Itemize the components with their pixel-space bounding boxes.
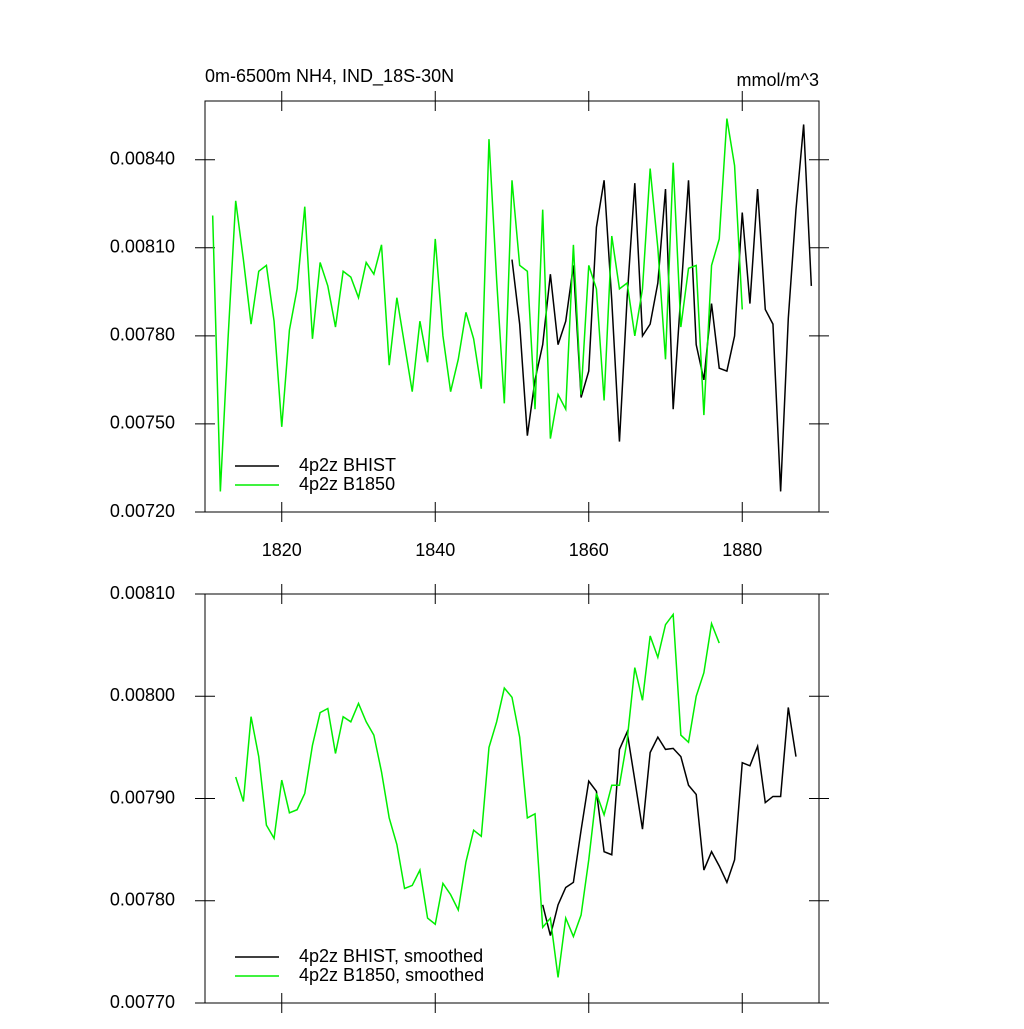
x-tick-label: 1860	[569, 540, 609, 560]
series-line	[211, 118, 743, 492]
y-tick-label: 0.00790	[110, 787, 175, 807]
series-line	[541, 707, 797, 936]
series-line	[511, 124, 813, 492]
y-tick-label: 0.00750	[110, 413, 175, 433]
y-tick-label: 0.00780	[110, 890, 175, 910]
x-tick-label: 1880	[722, 540, 762, 560]
series-line	[234, 612, 720, 978]
units-label: mmol/m^3	[737, 70, 819, 90]
x-tick-label: 1840	[415, 540, 455, 560]
y-tick-label: 0.00780	[110, 325, 175, 345]
legend-label: 4p2z BHIST, smoothed	[299, 946, 483, 966]
legend-label: 4p2z B1850	[299, 474, 395, 494]
legend-label: 4p2z B1850, smoothed	[299, 965, 484, 985]
plot-frame	[204, 100, 820, 513]
plot-frame	[204, 593, 820, 1004]
legend-label: 4p2z BHIST	[299, 455, 396, 475]
y-tick-label: 0.00810	[110, 583, 175, 603]
y-tick-label: 0.00770	[110, 992, 175, 1012]
y-tick-label: 0.00840	[110, 148, 175, 168]
chart-title: 0m-6500m NH4, IND_18S-30N	[205, 66, 454, 87]
y-tick-label: 0.00810	[110, 237, 175, 257]
y-tick-label: 0.00720	[110, 501, 175, 521]
y-tick-label: 0.00800	[110, 685, 175, 705]
x-tick-label: 1820	[262, 540, 302, 560]
